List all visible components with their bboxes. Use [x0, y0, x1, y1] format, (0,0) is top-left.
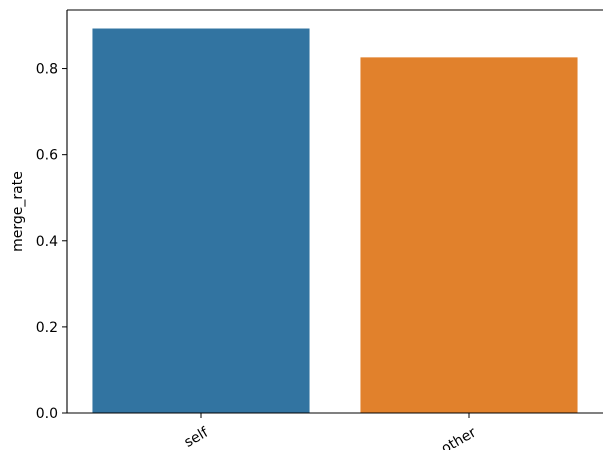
x-tick-label: self [182, 424, 212, 450]
y-tick-label: 0.8 [36, 62, 58, 78]
y-tick-label: 0.2 [36, 320, 58, 336]
y-tick-label: 0.6 [36, 148, 58, 164]
y-axis-ticks: 0.0 0.2 0.4 0.6 0.8 [36, 62, 67, 422]
x-tick-label: other [439, 424, 480, 450]
bars-group [92, 28, 578, 414]
y-axis-label: merge_rate [10, 171, 26, 252]
x-axis-ticks: self other [182, 413, 480, 450]
y-tick-label: 0.0 [36, 406, 58, 422]
bar-self [92, 28, 310, 414]
bar-other [360, 57, 578, 413]
y-tick-label: 0.4 [36, 234, 58, 250]
